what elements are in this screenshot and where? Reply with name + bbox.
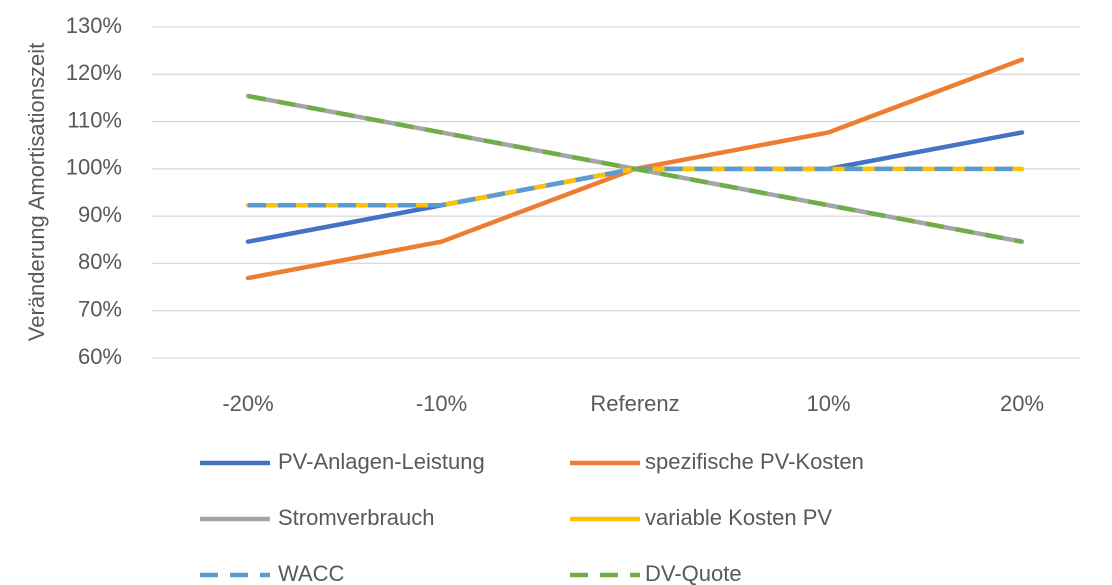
y-tick-label: 60% <box>78 344 122 369</box>
y-tick-label: 80% <box>78 249 122 274</box>
x-tick-label: 10% <box>806 391 850 416</box>
legend-label: DV-Quote <box>645 561 742 585</box>
series-line <box>245 130 1025 244</box>
legend-label: spezifische PV-Kosten <box>645 449 864 474</box>
y-tick-label: 130% <box>66 13 122 38</box>
legend-label: Stromverbrauch <box>278 505 435 530</box>
legend-label: PV-Anlagen-Leistung <box>278 449 485 474</box>
x-tick-label: Referenz <box>590 391 679 416</box>
x-tick-label: 20% <box>1000 391 1044 416</box>
y-tick-label: 70% <box>78 297 122 322</box>
y-tick-label: 100% <box>66 155 122 180</box>
series-line <box>245 166 1025 208</box>
series-line <box>248 166 1022 208</box>
y-axis-title: Veränderung Amortisationszeit <box>24 43 49 341</box>
x-tick-label: -20% <box>222 391 273 416</box>
y-tick-label: 90% <box>78 202 122 227</box>
y-tick-label: 110% <box>67 107 122 132</box>
x-tick-label: -10% <box>416 391 467 416</box>
series-line <box>247 93 1023 244</box>
legend-label: variable Kosten PV <box>645 505 832 530</box>
y-tick-label: 120% <box>66 60 122 85</box>
legend-label: WACC <box>278 561 345 585</box>
